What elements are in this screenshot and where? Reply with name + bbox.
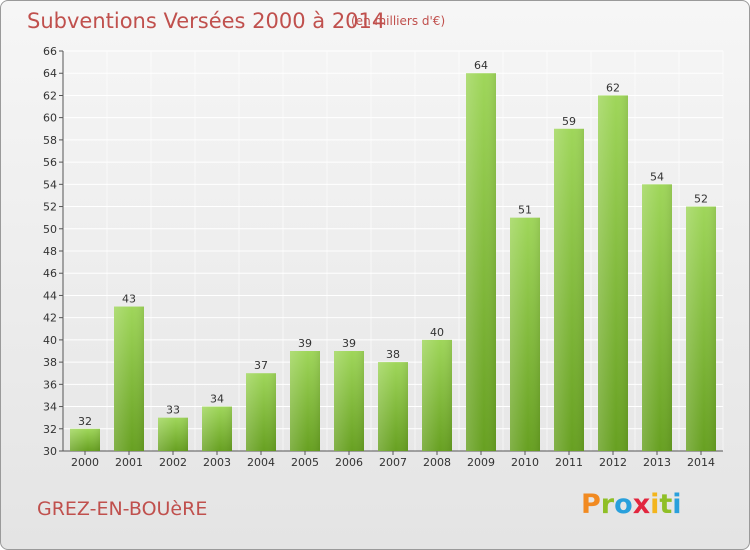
y-tick-label: 30 bbox=[43, 445, 57, 458]
bar-value-label: 38 bbox=[386, 348, 400, 361]
bars bbox=[70, 73, 716, 452]
bar-value-label: 64 bbox=[474, 59, 488, 72]
x-tick-label: 2014 bbox=[687, 456, 715, 469]
bar-value-label: 51 bbox=[518, 204, 532, 217]
bar-value-label: 32 bbox=[78, 415, 92, 428]
bar-shade-2014 bbox=[686, 206, 716, 451]
bar-value-label: 34 bbox=[210, 393, 224, 406]
x-tick-label: 2003 bbox=[203, 456, 231, 469]
bar-value-label: 54 bbox=[650, 170, 664, 183]
chart-title: Subventions Versées 2000 à 2014 bbox=[27, 9, 386, 33]
bar-value-label: 39 bbox=[298, 337, 312, 350]
bar-shade-2003 bbox=[202, 406, 232, 451]
y-tick-label: 36 bbox=[43, 378, 57, 391]
bar-value-label: 39 bbox=[342, 337, 356, 350]
bar-shade-2011 bbox=[554, 128, 584, 451]
y-tick-label: 52 bbox=[43, 201, 57, 214]
proxiti-logo[interactable]: Proxiti bbox=[581, 489, 682, 520]
bar-shade-2002 bbox=[158, 417, 188, 451]
y-tick-label: 48 bbox=[43, 245, 57, 258]
y-tick-label: 60 bbox=[43, 112, 57, 125]
bar-shade-2006 bbox=[334, 351, 364, 451]
bar-shade-2004 bbox=[246, 373, 276, 451]
y-tick-label: 62 bbox=[43, 89, 57, 102]
bar-value-label: 62 bbox=[606, 81, 620, 94]
y-tick-label: 50 bbox=[43, 223, 57, 236]
bar-value-label: 43 bbox=[122, 293, 136, 306]
bar-value-label: 37 bbox=[254, 359, 268, 372]
bar-shade-2009 bbox=[466, 73, 496, 451]
x-tick-label: 2005 bbox=[291, 456, 319, 469]
y-tick-label: 58 bbox=[43, 134, 57, 147]
bar-value-label: 59 bbox=[562, 115, 576, 128]
x-tick-label: 2009 bbox=[467, 456, 495, 469]
bar-shade-2001 bbox=[114, 306, 144, 451]
x-tick-label: 2002 bbox=[159, 456, 187, 469]
bar-shade-2010 bbox=[510, 217, 540, 451]
bar-shade-2008 bbox=[422, 339, 452, 451]
y-tick-label: 40 bbox=[43, 334, 57, 347]
x-tick-label: 2011 bbox=[555, 456, 583, 469]
x-tick-label: 2000 bbox=[71, 456, 99, 469]
y-tick-label: 44 bbox=[43, 289, 57, 302]
bar-shade-2007 bbox=[378, 362, 408, 451]
x-tick-label: 2008 bbox=[423, 456, 451, 469]
y-tick-label: 56 bbox=[43, 156, 57, 169]
x-tick-label: 2012 bbox=[599, 456, 627, 469]
bar-shade-2012 bbox=[598, 95, 628, 451]
x-tick-label: 2006 bbox=[335, 456, 363, 469]
x-tick-label: 2010 bbox=[511, 456, 539, 469]
y-tick-label: 46 bbox=[43, 267, 57, 280]
x-tick-label: 2013 bbox=[643, 456, 671, 469]
x-tick-label: 2001 bbox=[115, 456, 143, 469]
y-tick-label: 64 bbox=[43, 67, 57, 80]
chart-unit-label: (en milliers d'€) bbox=[351, 14, 446, 28]
bar-value-label: 52 bbox=[694, 193, 708, 206]
commune-name: GREZ-EN-BOUèRE bbox=[37, 498, 208, 520]
bar-value-label: 33 bbox=[166, 404, 180, 417]
y-tick-label: 38 bbox=[43, 356, 57, 369]
bar-shade-2013 bbox=[642, 184, 672, 452]
x-tick-label: 2007 bbox=[379, 456, 407, 469]
labels: 32 43 33 34 37 39 39 38 40 64 51 59 62 54 52 bbox=[78, 59, 708, 428]
y-tick-label: 66 bbox=[43, 45, 57, 58]
bar-value-label: 40 bbox=[430, 326, 444, 339]
bar-shade-2005 bbox=[290, 351, 320, 451]
y-tick-label: 42 bbox=[43, 312, 57, 325]
bar-shade-2000 bbox=[70, 428, 100, 451]
x-tick-label: 2004 bbox=[247, 456, 275, 469]
y-tick-label: 32 bbox=[43, 423, 57, 436]
y-tick-label: 34 bbox=[43, 401, 57, 414]
y-tick-label: 54 bbox=[43, 178, 57, 191]
